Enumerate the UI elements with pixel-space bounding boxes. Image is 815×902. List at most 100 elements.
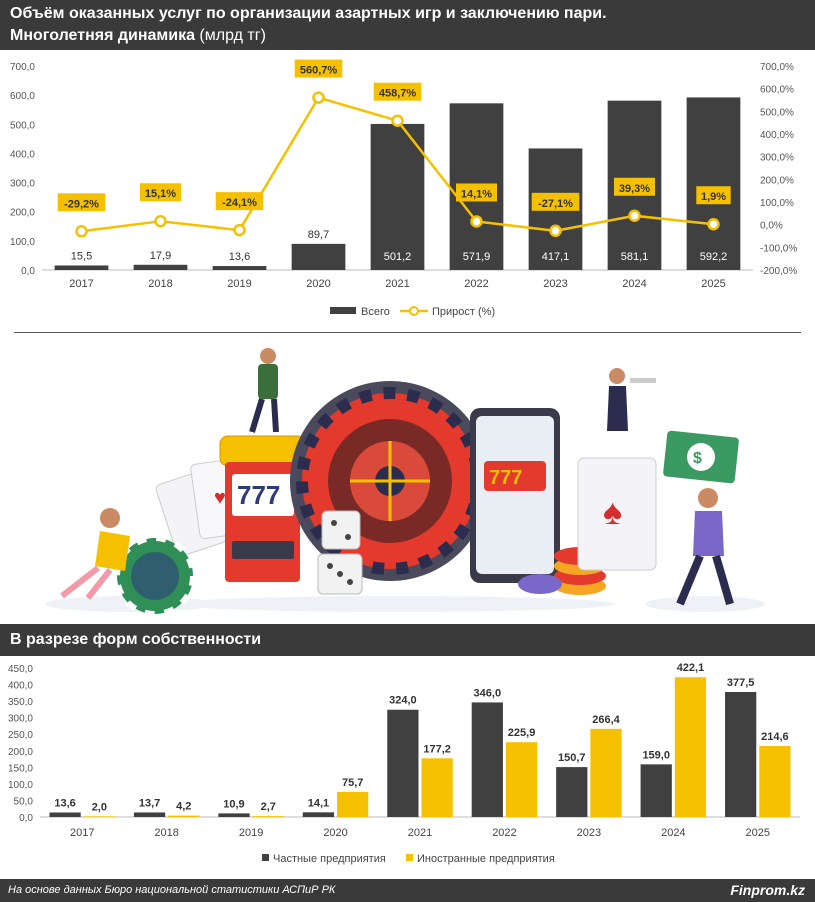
- y2-tick-label: 0,0%: [760, 221, 783, 232]
- growth-label-box: [373, 82, 422, 101]
- section-ownership-header: В разрезе форм собственности: [0, 624, 815, 656]
- legend: Частные предприятия Иностранные предприят…: [262, 853, 555, 865]
- casino-illustration: ♥ 777 777: [45, 348, 765, 617]
- growth-point: [707, 217, 720, 231]
- bar-foreign-value-label: 4,2: [176, 801, 191, 813]
- x-tick-label: 2018: [154, 827, 178, 839]
- growth-point: [391, 114, 404, 127]
- bar-private-value-label: 377,5: [727, 677, 755, 689]
- x-tick-label: 2018: [148, 278, 172, 290]
- growth-point: [549, 224, 562, 238]
- bar-value-label: 501,2: [384, 251, 412, 263]
- growth-value-label: -24,1%: [222, 197, 257, 209]
- x-tick-label: 2022: [464, 278, 488, 290]
- x-tick-label: 2022: [492, 827, 516, 839]
- x-tick-label: 2017: [69, 278, 93, 290]
- legend-swatch-total: [330, 307, 356, 314]
- x-tick-label: 2025: [746, 827, 770, 839]
- waitress-figure: [607, 368, 656, 431]
- growth-point: [233, 223, 246, 237]
- growth-label-box: [140, 183, 181, 202]
- svg-text:♥: ♥: [214, 487, 226, 509]
- chart-subtitle-unit: (млрд тг): [194, 27, 266, 44]
- bar-private-value-label: 150,7: [558, 752, 586, 764]
- bar-foreign: [337, 791, 369, 817]
- growth-label-box: [696, 186, 731, 205]
- bar-private: [471, 702, 503, 817]
- y-tick-label: 150,0: [8, 763, 33, 774]
- y-tick-label: 200,0: [8, 747, 33, 758]
- y-tick-label: 0,0: [21, 266, 35, 277]
- bar-foreign: [83, 816, 115, 817]
- brand-logo: Finprom.kz: [730, 882, 805, 898]
- y-tick-label: 300,0: [10, 179, 35, 190]
- chart-subtitle: Многолетняя динамика (млрд тг): [10, 27, 266, 45]
- x-tick-label: 2021: [385, 278, 409, 290]
- x-tick-label: 2019: [227, 278, 251, 290]
- y-tick-label: 400,0: [10, 149, 35, 160]
- bar-foreign-value-label: 214,6: [761, 731, 789, 743]
- growth-point: [470, 215, 483, 228]
- y2-tick-label: 500,0%: [760, 107, 794, 118]
- bar-foreign-value-label: 225,9: [508, 727, 536, 739]
- y-tick-label: 300,0: [8, 714, 33, 725]
- bar-private-value-label: 324,0: [389, 695, 417, 707]
- y-tick-label: 450,0: [8, 664, 33, 675]
- growth-label-box: [531, 192, 580, 211]
- y2-tick-label: 300,0%: [760, 153, 794, 164]
- y2-tick-label: -100,0%: [760, 243, 797, 254]
- bar-private: [49, 812, 81, 817]
- chart-ownership: 0,0 50,0 100,0 150,0 200,0 250,0 300,0 350,0 400…: [8, 662, 800, 865]
- y2-tick-label: 200,0%: [760, 175, 794, 186]
- y-tick-label: 100,0: [8, 780, 33, 791]
- bar-value-label: 581,1: [621, 251, 649, 263]
- bar-foreign: [759, 745, 791, 817]
- svg-text:777: 777: [237, 480, 280, 510]
- y-tick-label: 500,0: [10, 120, 35, 131]
- y-tick-label: 0,0: [19, 813, 33, 824]
- bar-private: [387, 709, 419, 817]
- bar-foreign: [674, 677, 707, 817]
- growth-value-label: 14,1%: [461, 188, 492, 200]
- y2-tick-label: 400,0%: [760, 130, 794, 141]
- bar-total: [370, 123, 425, 270]
- bar-total: [686, 97, 741, 270]
- bar-value-label: 17,9: [150, 250, 171, 262]
- svg-text:♠: ♠: [603, 491, 622, 532]
- chart-subtitle-bold: Многолетняя динамика: [10, 27, 195, 44]
- bar-foreign: [505, 742, 538, 817]
- growth-label-box: [57, 193, 106, 212]
- y-tick-label: 600,0: [10, 91, 35, 102]
- woman-figure: [60, 508, 130, 600]
- floor-shadow: [645, 596, 765, 612]
- growth-value-label: -27,1%: [538, 198, 573, 210]
- x-tick-label: 2025: [701, 278, 725, 290]
- bar-total: [291, 243, 346, 270]
- legend-swatch-private: [262, 854, 269, 861]
- growth-value-label: -29,2%: [64, 198, 99, 210]
- y2-tick-label: 700,0%: [760, 62, 794, 73]
- bar-total: [54, 265, 109, 270]
- bar-private: [302, 812, 335, 817]
- y-tick-label: 200,0: [10, 208, 35, 219]
- bar-private: [640, 764, 672, 817]
- source-note: На основе данных Бюро национальной стати…: [8, 884, 336, 896]
- slot-machine-icon: 777: [219, 435, 323, 582]
- bar-value-label: 89,7: [308, 229, 329, 241]
- growth-label-box: [456, 183, 497, 202]
- y-tick-label: 350,0: [8, 697, 33, 708]
- legend-swatch-foreign: [406, 854, 413, 861]
- bar-private-value-label: 10,9: [223, 798, 244, 810]
- x-tick-label: 2023: [543, 278, 567, 290]
- legend-label-private: Частные предприятия: [273, 853, 386, 865]
- footer: На основе данных Бюро национальной стати…: [0, 879, 815, 902]
- chart-header: Объём оказанных услуг по организации аза…: [0, 0, 815, 50]
- bar-private: [218, 813, 250, 817]
- y2-tick-label: 600,0%: [760, 85, 794, 96]
- x-tick-label: 2024: [622, 278, 646, 290]
- x-tick-label: 2021: [408, 827, 432, 839]
- bar-private-value-label: 346,0: [474, 687, 502, 699]
- bar-foreign: [252, 816, 284, 817]
- x-tick-label: 2019: [239, 827, 263, 839]
- roulette-wheel-icon: [290, 381, 490, 581]
